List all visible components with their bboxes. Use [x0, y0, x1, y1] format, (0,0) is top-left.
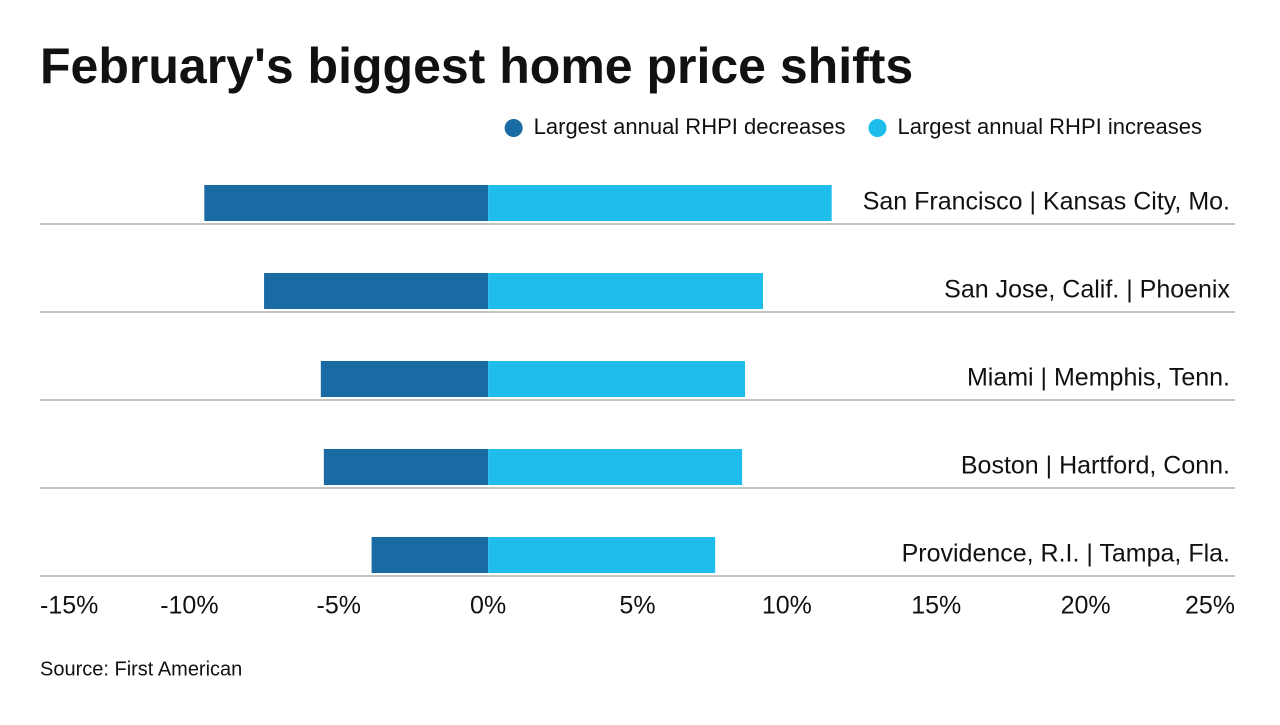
bar [488, 361, 746, 397]
bar [323, 449, 489, 485]
category-label: Boston | Hartford, Conn. [961, 452, 1230, 480]
bar [371, 537, 489, 573]
bar [488, 273, 763, 309]
category-label: Miami | Memphis, Tenn. [967, 364, 1230, 392]
chart-title: February's biggest home price shifts [40, 38, 913, 94]
bar [488, 185, 832, 221]
x-tick-label: 0% [470, 592, 506, 620]
x-tick-label: 25% [1185, 592, 1235, 620]
legend-swatch [504, 119, 523, 137]
bar [488, 537, 716, 573]
category-label: San Jose, Calif. | Phoenix [944, 276, 1230, 304]
category-label: San Francisco | Kansas City, Mo. [863, 188, 1230, 216]
bar [488, 449, 743, 485]
category-label: Providence, R.I. | Tampa, Fla. [902, 540, 1230, 568]
legend-swatch [868, 119, 887, 137]
x-tick-label: 10% [762, 592, 812, 620]
x-tick-label: 5% [619, 592, 655, 620]
x-tick-label: -15% [40, 592, 98, 620]
x-tick-label: -5% [317, 592, 361, 620]
x-tick-label: 20% [1061, 592, 1111, 620]
source: Source: First American [40, 658, 242, 680]
x-tick-label: 15% [911, 592, 961, 620]
bar [264, 273, 489, 309]
x-tick-label: -10% [160, 592, 218, 620]
bar [320, 361, 489, 397]
bar [204, 185, 489, 221]
legend-label: Largest annual RHPI increases [898, 114, 1203, 139]
legend-label: Largest annual RHPI decreases [534, 114, 846, 139]
